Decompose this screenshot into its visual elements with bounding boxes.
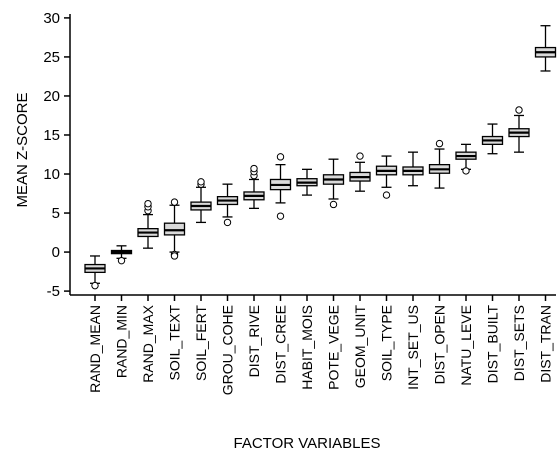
outlier-point (356, 152, 364, 160)
y-tick-label: 15 (43, 127, 60, 144)
y-tick-label: 25 (43, 49, 60, 66)
x-tick-label: SOIL_TEXT (167, 305, 183, 381)
box-soil-type (375, 155, 398, 199)
box-int-set-us (402, 151, 424, 187)
x-tick-label: POTE_VEGE (326, 305, 342, 390)
outlier-point (276, 212, 285, 220)
x-tick-label: DIST_RIVE (246, 305, 262, 377)
y-tick-label: 10 (43, 166, 60, 183)
outlier-point (515, 106, 523, 114)
y-tick-label: 30 (43, 10, 60, 27)
box-rand-min (110, 245, 133, 265)
outlier-point (144, 199, 152, 208)
box-natu-leve (455, 143, 477, 175)
y-tick-label: 5 (52, 205, 60, 222)
box-grou-cohe (216, 183, 239, 227)
x-tick-label: GROU_COHE (220, 305, 236, 395)
x-tick-label: DIST_TRAN (538, 305, 554, 383)
outlier-point (197, 178, 205, 186)
outlier-point (117, 256, 126, 265)
box-rand-max (137, 199, 159, 249)
x-tick-label: INT_SET_US (405, 305, 421, 390)
box-rand-mean (84, 255, 106, 290)
x-axis-title: FACTOR VARIABLES (234, 435, 381, 452)
box-dist-sets (508, 106, 530, 153)
x-tick-label: DIST_OPEN (432, 305, 448, 384)
y-tick-label: -5 (47, 283, 60, 300)
x-tick-label: DIST_BUILT (485, 305, 501, 384)
box-soil-text (163, 198, 186, 260)
outlier-point (276, 153, 285, 161)
x-tick-label: HABIT_MOIS (299, 305, 315, 390)
x-tick-label: RAND_MIN (114, 305, 130, 378)
x-tick-label: DIST_CREE (273, 305, 289, 384)
x-axis: RAND_MEAN RAND_MIN RAND_MAX SOIL_TEXT SOIL_F… (70, 294, 556, 395)
y-tick-label: 20 (43, 88, 60, 105)
outlier-point (435, 139, 444, 148)
y-axis-title: MEAN Z-SCORE (14, 92, 31, 207)
box-habit-mois (296, 168, 318, 196)
box-geom-unit (349, 152, 371, 192)
outlier-point (223, 218, 232, 227)
box-dist-built (481, 123, 504, 155)
outlier-point (462, 167, 470, 175)
boxes (84, 25, 557, 290)
box-dist-tran (534, 25, 557, 72)
outlier-point (329, 200, 338, 209)
outlier-point (250, 164, 258, 173)
x-tick-label: RAND_MEAN (87, 305, 103, 393)
outlier-point (91, 281, 99, 290)
x-tick-label: SOIL_TYPE (379, 305, 395, 381)
box-pote-vege (322, 158, 345, 209)
x-tick-label: DIST_SETS (511, 305, 527, 381)
x-tick-label: SOIL_FERT (193, 305, 209, 381)
box-iqr (163, 222, 186, 236)
box-soil-fert (190, 178, 212, 224)
box-dist-cree (269, 153, 292, 220)
outlier-point (382, 191, 391, 199)
outlier-point (170, 198, 179, 206)
x-tick-label: NATU_LEVE (458, 305, 474, 386)
box-dist-rive (243, 164, 265, 210)
box-dist-open (428, 139, 451, 189)
x-tick-label: GEOM_UNIT (352, 305, 368, 389)
y-tick-label: 0 (52, 244, 60, 261)
y-axis: -5 0 5 10 15 20 25 30 (43, 10, 71, 300)
x-tick-label: RAND_MAX (140, 304, 156, 382)
outlier-point (170, 252, 179, 260)
